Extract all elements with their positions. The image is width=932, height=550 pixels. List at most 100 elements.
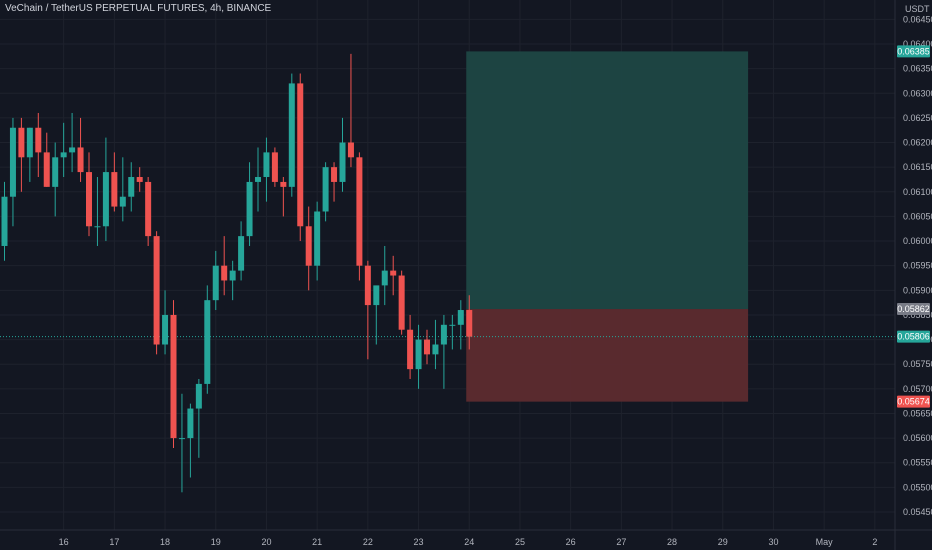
candle-body[interactable] bbox=[364, 265, 371, 306]
target-price-tag bbox=[897, 45, 930, 58]
candle-body[interactable] bbox=[381, 270, 388, 286]
time-axis-label: 29 bbox=[718, 537, 728, 547]
candle-body[interactable] bbox=[162, 314, 169, 345]
candle-body[interactable] bbox=[1, 196, 8, 246]
candle-body[interactable] bbox=[280, 181, 287, 187]
candle-body[interactable] bbox=[255, 177, 261, 182]
candle-body[interactable] bbox=[145, 181, 152, 237]
time-axis-label: May bbox=[816, 537, 834, 547]
candle-body[interactable] bbox=[170, 314, 177, 439]
candle-body[interactable] bbox=[35, 127, 42, 153]
candle-body[interactable] bbox=[26, 127, 33, 158]
candle-body[interactable] bbox=[432, 344, 439, 355]
candle-body[interactable] bbox=[457, 310, 464, 325]
candle-body[interactable] bbox=[111, 172, 118, 207]
time-axis-label: 24 bbox=[464, 537, 474, 547]
candle-body[interactable] bbox=[102, 172, 109, 227]
candle-body[interactable] bbox=[305, 226, 312, 266]
candle-body[interactable] bbox=[77, 147, 84, 173]
time-axis-label: 18 bbox=[160, 537, 170, 547]
candle-body[interactable] bbox=[415, 339, 422, 370]
candle-body[interactable] bbox=[69, 147, 76, 153]
candle-body[interactable] bbox=[356, 157, 363, 266]
time-axis-label: 26 bbox=[566, 537, 576, 547]
candle-body[interactable] bbox=[424, 339, 430, 355]
time-axis-label: 27 bbox=[616, 537, 626, 547]
candle-body[interactable] bbox=[52, 157, 59, 187]
time-axis-label: 17 bbox=[109, 537, 119, 547]
target-zone[interactable] bbox=[466, 51, 749, 310]
candle-body[interactable] bbox=[136, 177, 143, 182]
candle-body[interactable] bbox=[440, 324, 447, 345]
candle-body[interactable] bbox=[347, 142, 354, 158]
candle-body[interactable] bbox=[314, 211, 321, 266]
time-axis-label: 23 bbox=[414, 537, 424, 547]
candle-body[interactable] bbox=[271, 152, 278, 182]
candle-body[interactable] bbox=[339, 142, 346, 182]
stop-zone[interactable] bbox=[466, 309, 749, 402]
candle-body[interactable] bbox=[153, 236, 160, 345]
candle-body[interactable] bbox=[229, 270, 236, 281]
candle-body[interactable] bbox=[398, 275, 405, 330]
candle-body[interactable] bbox=[246, 181, 253, 237]
time-axis-label: 16 bbox=[59, 537, 69, 547]
candle-body[interactable] bbox=[94, 226, 101, 228]
candle-body[interactable] bbox=[18, 127, 25, 158]
candle-body[interactable] bbox=[212, 265, 219, 301]
time-axis-label: 30 bbox=[768, 537, 778, 547]
stop-price-tag-label: 0.05674 bbox=[897, 397, 930, 407]
chart-title[interactable]: VeChain / TetherUS PERPETUAL FUTURES, 4h… bbox=[5, 3, 272, 14]
current-price-tag bbox=[897, 330, 930, 343]
candle-body[interactable] bbox=[407, 329, 414, 370]
candle-body[interactable] bbox=[322, 167, 329, 212]
time-axis-label: 28 bbox=[667, 537, 677, 547]
candle-body[interactable] bbox=[449, 324, 456, 326]
time-axis-label: 25 bbox=[515, 537, 525, 547]
candle-body[interactable] bbox=[60, 152, 67, 158]
candle-body[interactable] bbox=[331, 167, 338, 182]
candle-body[interactable] bbox=[86, 172, 92, 227]
candle-body[interactable] bbox=[390, 270, 397, 276]
candle-body[interactable] bbox=[128, 177, 135, 197]
time-axis-label: 2 bbox=[872, 537, 877, 547]
time-axis-label: 19 bbox=[211, 537, 221, 547]
candle-body[interactable] bbox=[9, 127, 16, 197]
candle-body[interactable] bbox=[221, 265, 228, 281]
stop-price-tag bbox=[897, 395, 930, 408]
candle-body[interactable] bbox=[187, 408, 194, 439]
candle-body[interactable] bbox=[204, 300, 211, 384]
candle-body[interactable] bbox=[238, 236, 245, 271]
candle-body[interactable] bbox=[178, 438, 185, 440]
current-price-tag-label: 0.05806 bbox=[897, 332, 930, 342]
time-axis-label: 20 bbox=[261, 537, 271, 547]
candle-body[interactable] bbox=[297, 83, 304, 227]
candle-body[interactable] bbox=[43, 152, 50, 187]
time-axis-label: 22 bbox=[363, 537, 373, 547]
candle-body[interactable] bbox=[288, 83, 295, 187]
candle-body[interactable] bbox=[119, 196, 126, 207]
currency-label[interactable]: USDT bbox=[905, 4, 930, 14]
candle-body[interactable] bbox=[263, 152, 270, 178]
candle-body[interactable] bbox=[466, 310, 473, 337]
candle-body[interactable] bbox=[195, 383, 202, 409]
price-axis-label: 0.05450 bbox=[903, 507, 932, 517]
candle-body[interactable] bbox=[373, 285, 380, 306]
